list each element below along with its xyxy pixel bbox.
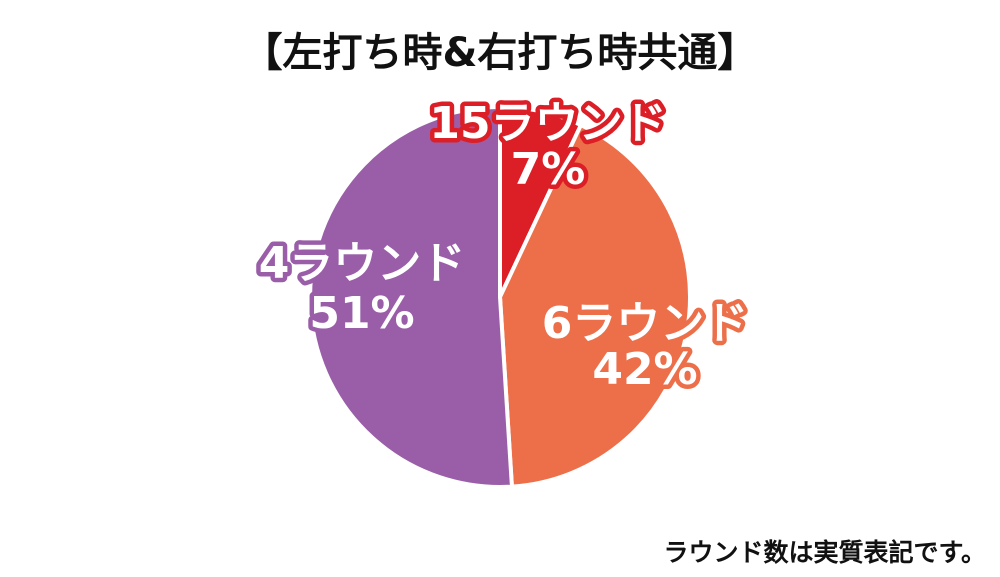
slice-percent-label: 42% [592,344,697,395]
pie-slice [498,123,693,489]
pie-slices [308,105,693,489]
slice-name-label: 15ラウンド [429,98,666,149]
chart-title: 【左打ち時&右打ち時共通】 [243,30,758,76]
slice-name-label: 4ラウンド [259,238,466,289]
footnote: ラウンド数は実質表記です。 [663,538,986,567]
slice-percent-label: 51% [309,288,414,339]
pie-slice [308,105,514,489]
slice-percent-label: 7% [511,144,586,195]
slice-name-label: 6ラウンド [542,298,749,349]
